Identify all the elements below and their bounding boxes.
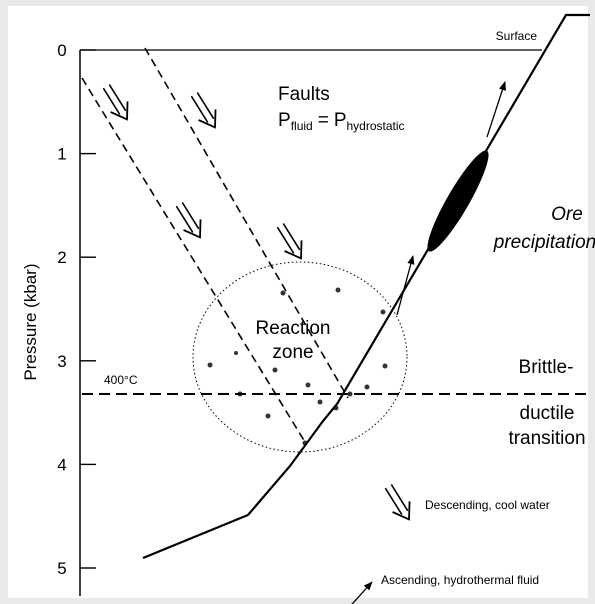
faults-title: Faults (278, 84, 330, 105)
transition-label: transition (508, 428, 585, 449)
ore-body (427, 150, 489, 252)
tick-label: 1 (57, 145, 66, 164)
fluid-arrow (396, 255, 415, 316)
eq-sub: fluid (291, 119, 313, 133)
isotherm-label: 400°C (104, 373, 138, 387)
tick-label: 3 (57, 352, 66, 371)
zone-label: Reaction (256, 318, 331, 339)
reaction-zone-outline (192, 261, 408, 453)
eq-sub: hydrostatic (347, 119, 405, 133)
shear-zone (142, 13, 590, 560)
ticks: 0 1 2 3 4 5 (57, 41, 96, 578)
surface-label: Surface (496, 29, 538, 43)
legend-label: Descending, cool water (425, 498, 550, 512)
axis-label: Pressure (kbar) (21, 263, 40, 380)
transition-label: ductile (520, 403, 575, 424)
particles (207, 287, 388, 446)
legend-symbol (351, 581, 373, 604)
tick-label: 5 (57, 559, 66, 578)
fluid-arrow (486, 81, 506, 138)
eq-part: P (334, 110, 347, 131)
faults-equation: Pfluid = Phydrostatic (278, 110, 405, 133)
panel (8, 6, 588, 598)
eq-part: P (278, 110, 291, 131)
transition-label: Brittle- (519, 357, 574, 378)
ore-label: Ore (551, 204, 583, 225)
legend-label: Ascending, hydrothermal fluid (381, 573, 539, 587)
tick-label: 2 (57, 248, 66, 267)
eq-op: = (318, 110, 329, 131)
ore-label: precipitation (493, 232, 595, 253)
fault-line (81, 77, 306, 443)
zone-label: zone (272, 342, 313, 363)
tick-label: 0 (57, 41, 66, 60)
fault-line (144, 47, 349, 399)
tick-label: 4 (57, 455, 66, 474)
